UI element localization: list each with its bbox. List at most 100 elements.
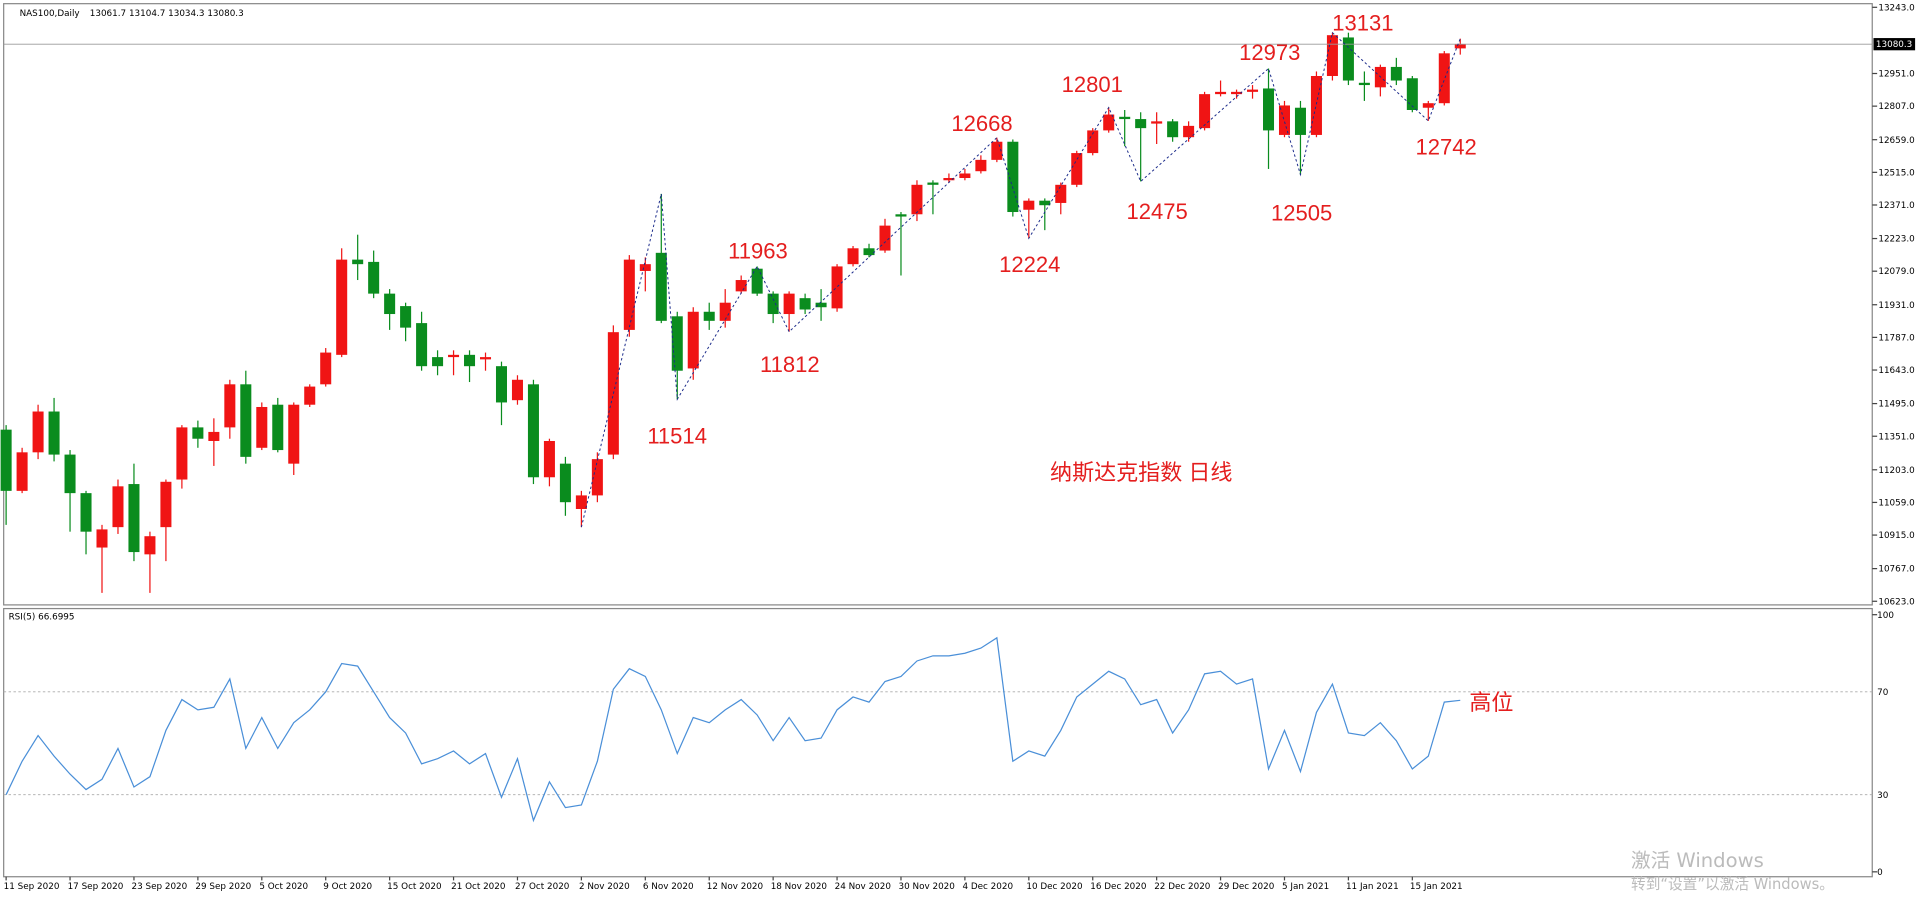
header: NAS100,Daily 13061.7 13104.7 13034.3 130…	[20, 9, 244, 19]
candle-body	[543, 440, 555, 478]
annotation: 12505	[1271, 200, 1332, 225]
candle-body	[1278, 105, 1290, 135]
candle-body	[432, 357, 444, 367]
candle-body	[879, 225, 891, 251]
candle-body	[911, 184, 923, 215]
candle-body	[1087, 130, 1099, 154]
x-tick-label: 5 Oct 2020	[259, 882, 308, 892]
x-tick-label: 5 Jan 2021	[1282, 882, 1329, 892]
y-tick-label: 11643.0	[1878, 366, 1915, 376]
candle-body	[1167, 121, 1179, 138]
y-tick-label: 10623.0	[1878, 597, 1915, 607]
candle-body	[1103, 114, 1115, 131]
candle-body	[1215, 91, 1227, 95]
candle-body	[224, 384, 236, 428]
x-tick-label: 23 Sep 2020	[132, 882, 188, 892]
candle-body	[32, 411, 44, 453]
candle-body	[847, 248, 859, 265]
annotation: 12668	[951, 111, 1012, 136]
candle-body	[288, 404, 300, 464]
candle-body	[160, 481, 172, 528]
x-tick-label: 6 Nov 2020	[643, 882, 694, 892]
candle-body	[831, 266, 843, 309]
annotation: 12801	[1062, 72, 1123, 97]
x-tick-label: 4 Dec 2020	[962, 882, 1013, 892]
y-tick-label: 12951.0	[1878, 70, 1915, 80]
candle-body	[400, 306, 412, 328]
candle-body	[112, 486, 124, 528]
candle-body	[1039, 200, 1051, 206]
candle-body	[176, 427, 188, 480]
candle-body	[368, 261, 380, 294]
candle-body	[352, 259, 364, 265]
y-tick-label: 12659.0	[1878, 136, 1915, 146]
candle-body	[1310, 75, 1322, 135]
candle-body	[1071, 153, 1083, 185]
y-tick-label: 11203.0	[1878, 466, 1915, 476]
x-tick-label: 30 Nov 2020	[899, 882, 956, 892]
y-tick-label: 12079.0	[1878, 267, 1915, 277]
y-tick-label: 10915.0	[1878, 531, 1915, 541]
candle-body	[575, 495, 587, 510]
candle-body	[320, 352, 332, 385]
candle-body	[480, 357, 492, 360]
x-tick-label: 15 Oct 2020	[387, 882, 442, 892]
candle-body	[1263, 88, 1275, 131]
rsi-annotation: 高位	[1469, 690, 1513, 715]
candle-body	[192, 427, 204, 439]
y-tick-label: 11931.0	[1878, 301, 1915, 311]
candle-body	[384, 293, 396, 315]
annotation: 12742	[1415, 134, 1476, 159]
y-tick-label: 70	[1877, 688, 1889, 698]
annotation: 13131	[1332, 11, 1393, 36]
candle-body	[1342, 37, 1354, 81]
candle-body	[336, 259, 348, 355]
rsi-panel	[3, 607, 1873, 878]
candle-body	[959, 173, 971, 179]
y-tick-label: 11351.0	[1878, 432, 1915, 442]
candle-body	[208, 431, 220, 441]
candle-body	[80, 493, 92, 532]
candle-body	[687, 311, 699, 369]
candle-body	[639, 264, 651, 271]
y-tick-label: 100	[1877, 611, 1894, 621]
candle-body	[1326, 35, 1338, 76]
x-tick-label: 27 Oct 2020	[515, 882, 570, 892]
candle-body	[1023, 200, 1035, 210]
y-tick-label: 12371.0	[1878, 201, 1915, 211]
symbol: NAS100,Daily	[20, 9, 80, 19]
x-tick-label: 21 Oct 2020	[451, 882, 506, 892]
last-low: 13034.3	[168, 9, 204, 19]
annotation: 12475	[1127, 199, 1188, 224]
candle-body	[1199, 94, 1211, 129]
candle-body	[1390, 66, 1402, 81]
candle-body	[943, 178, 955, 181]
candle-body	[1151, 121, 1163, 124]
candle-body	[1007, 141, 1019, 213]
candle-body	[927, 182, 939, 185]
x-tick-label: 9 Oct 2020	[323, 882, 372, 892]
candle-body	[1422, 103, 1434, 108]
annotation: 12973	[1239, 40, 1300, 65]
annotation: 11963	[728, 238, 788, 263]
candle-body	[464, 354, 476, 367]
x-tick-label: 17 Sep 2020	[68, 882, 124, 892]
watermark: 转到“设置”以激活 Windows。	[1631, 876, 1834, 893]
zigzag	[580, 31, 1461, 528]
candle-body	[1183, 125, 1195, 138]
candle-body	[1438, 53, 1450, 104]
candle-body	[703, 311, 715, 321]
candle-body	[623, 259, 635, 330]
candle-body	[1231, 91, 1243, 95]
candle-body	[655, 252, 667, 321]
candle-body	[272, 404, 284, 451]
candle-body	[144, 536, 156, 555]
y-tick-label: 12515.0	[1878, 168, 1915, 178]
candle-body	[591, 459, 603, 496]
x-tick-label: 10 Dec 2020	[1026, 882, 1083, 892]
last-price-box	[1873, 38, 1916, 51]
candle-body	[448, 354, 460, 358]
last-high: 13104.7	[129, 9, 165, 19]
y-tick-label: 10767.0	[1878, 565, 1915, 575]
watermark: 激活 Windows	[1631, 849, 1764, 872]
